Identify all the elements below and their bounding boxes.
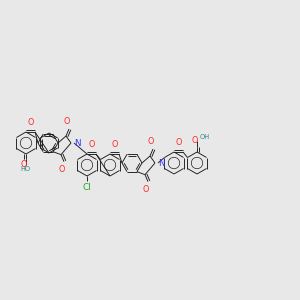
Text: N: N bbox=[158, 158, 164, 167]
Text: O: O bbox=[64, 117, 70, 126]
Text: HO: HO bbox=[20, 166, 30, 172]
Text: O: O bbox=[143, 185, 149, 194]
Text: O: O bbox=[112, 140, 118, 149]
Text: O: O bbox=[59, 165, 65, 174]
Text: OH: OH bbox=[200, 134, 210, 140]
Text: O: O bbox=[148, 137, 154, 146]
Text: Cl: Cl bbox=[83, 183, 91, 192]
Text: O: O bbox=[176, 138, 182, 147]
Text: N: N bbox=[74, 139, 80, 148]
Text: O: O bbox=[28, 118, 34, 127]
Text: O: O bbox=[21, 160, 27, 169]
Text: O: O bbox=[89, 140, 95, 149]
Text: O: O bbox=[192, 136, 198, 145]
